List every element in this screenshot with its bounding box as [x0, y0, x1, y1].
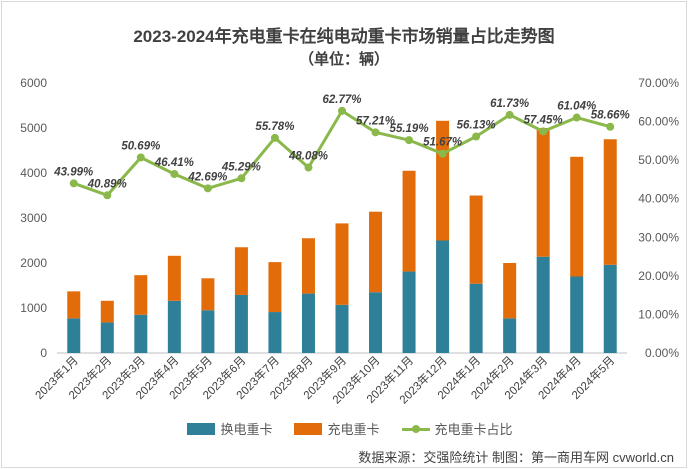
- bar-swap: [67, 318, 81, 353]
- share-label: 48.08%: [288, 151, 328, 163]
- share-point: [371, 128, 380, 137]
- legend-label-charge: 充电重卡: [327, 422, 380, 437]
- share-point: [203, 184, 212, 193]
- y-tick-label: 2000: [20, 256, 47, 270]
- bar-swap: [503, 318, 517, 353]
- bar-swap: [603, 264, 617, 353]
- legend-item-charge: 充电重卡: [294, 419, 380, 438]
- bar-swap: [268, 312, 282, 353]
- share-point: [405, 136, 414, 145]
- share-label: 58.66%: [591, 110, 630, 122]
- share-point: [69, 179, 78, 188]
- share-label: 61.73%: [490, 98, 529, 110]
- bar-swap: [402, 271, 416, 353]
- bar-charge: [402, 170, 416, 272]
- bar-charge: [67, 291, 81, 319]
- share-point: [572, 113, 581, 122]
- y-tick-label: 5000: [20, 121, 47, 135]
- bar-swap: [167, 300, 181, 353]
- share-point: [270, 133, 279, 142]
- share-point: [505, 110, 514, 119]
- bar-swap: [570, 276, 584, 353]
- share-label: 55.78%: [255, 121, 294, 133]
- y-tick-label: 4000: [20, 166, 47, 180]
- share-label: 40.89%: [87, 178, 127, 190]
- bar-charge: [369, 211, 383, 293]
- bar-swap: [301, 293, 315, 353]
- share-point: [136, 153, 145, 162]
- share-point: [539, 127, 548, 136]
- chart-title: 2023-2024年充电重卡在纯电动重卡市场销量占比走势图: [133, 27, 555, 46]
- legend-swatch-share: [401, 423, 430, 435]
- y2-tick-label: 20.00%: [638, 269, 679, 283]
- chart-legend: 换电重卡 充电重卡 充电重卡占比: [170, 419, 530, 438]
- share-point: [103, 191, 112, 200]
- bar-swap: [234, 294, 248, 353]
- bar-charge: [570, 156, 584, 277]
- share-point: [606, 122, 615, 131]
- legend-label-share: 充电重卡占比: [434, 422, 513, 437]
- y2-tick-label: 30.00%: [638, 230, 679, 244]
- bar-charge: [536, 128, 550, 257]
- share-point: [237, 174, 246, 183]
- bar-charge: [234, 247, 248, 295]
- bar-swap: [201, 310, 215, 353]
- share-point: [438, 149, 447, 158]
- share-label: 45.29%: [221, 161, 261, 173]
- chart-subtitle: （单位：辆）: [298, 51, 389, 68]
- bar-charge: [201, 278, 215, 311]
- y2-tick-label: 70.00%: [638, 76, 679, 90]
- share-label: 42.69%: [187, 171, 227, 183]
- y-tick-label: 6000: [20, 76, 47, 90]
- share-label: 56.13%: [457, 119, 496, 131]
- bar-swap: [369, 292, 383, 353]
- bar-swap: [134, 314, 148, 353]
- y2-tick-label: 50.00%: [638, 153, 679, 167]
- bar-charge: [469, 195, 483, 284]
- share-label: 61.04%: [557, 101, 596, 113]
- bar-swap: [335, 304, 349, 353]
- share-point: [170, 169, 179, 178]
- legend-label-swap: 换电重卡: [220, 422, 273, 437]
- share-label: 57.21%: [356, 115, 395, 127]
- bar-swap: [100, 322, 114, 353]
- legend-item-swap: 换电重卡: [187, 419, 272, 438]
- bar-charge: [301, 238, 315, 294]
- y2-tick-label: 40.00%: [638, 192, 679, 206]
- y2-tick-label: 10.00%: [638, 307, 679, 321]
- y-tick-label: 0: [40, 346, 47, 360]
- bar-charge: [503, 263, 517, 319]
- legend-swatch-charge: [294, 422, 323, 435]
- y2-tick-label: 60.00%: [638, 115, 679, 129]
- bar-swap: [436, 240, 450, 353]
- legend-item-share: 充电重卡占比: [401, 419, 513, 438]
- bar-swap: [536, 256, 550, 353]
- share-point: [304, 163, 313, 172]
- legend-swatch-swap: [187, 422, 216, 435]
- share-label: 43.99%: [53, 166, 93, 178]
- share-label: 50.69%: [121, 140, 160, 152]
- y2-tick-label: 0.00%: [645, 346, 679, 360]
- bar-charge: [134, 275, 148, 315]
- y-tick-label: 3000: [20, 211, 47, 225]
- share-label: 57.45%: [524, 114, 563, 126]
- share-point: [338, 106, 346, 115]
- share-label: 62.77%: [322, 94, 361, 106]
- bar-charge: [603, 139, 617, 265]
- bar-charge: [268, 262, 282, 313]
- share-label: 46.41%: [154, 157, 194, 169]
- bar-charge: [335, 223, 349, 305]
- share-label: 55.19%: [390, 123, 429, 135]
- share-label: 51.67%: [423, 137, 462, 149]
- bar-swap: [469, 283, 483, 353]
- share-point: [472, 132, 481, 141]
- y-tick-label: 1000: [20, 301, 47, 315]
- source-note: 数据来源：交强险统计 制图：第一商用车网 cvworld.cn: [358, 450, 674, 465]
- bar-charge: [167, 255, 181, 301]
- bar-charge: [100, 300, 114, 323]
